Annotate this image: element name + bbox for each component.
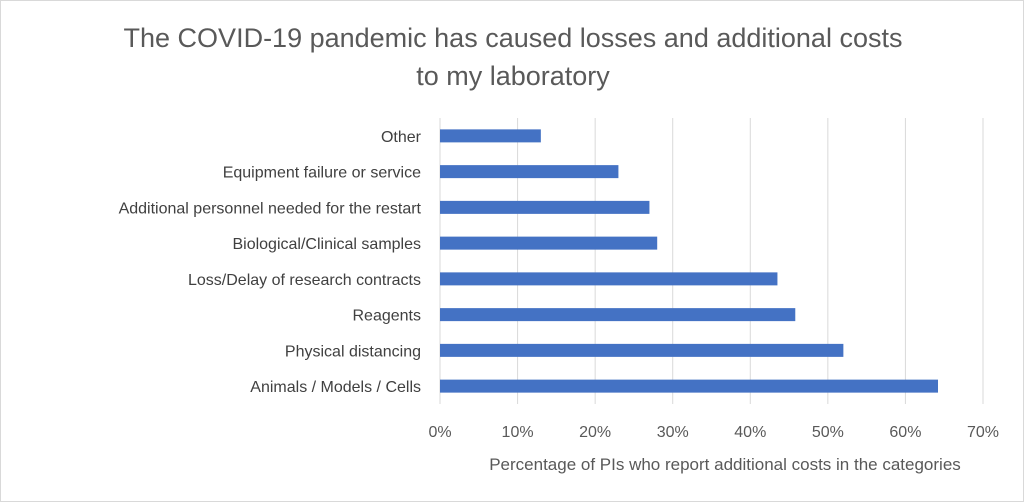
x-tick-label: 50% [812, 424, 844, 441]
category-label: Equipment failure or service [223, 165, 421, 182]
x-tick-label: 40% [734, 424, 766, 441]
category-label: Other [381, 129, 422, 146]
x-tick-label: 20% [579, 424, 611, 441]
category-label: Biological/Clinical samples [232, 236, 421, 253]
gridlines [439, 118, 984, 404]
bar [440, 272, 778, 286]
category-label: Additional personnel needed for the rest… [119, 200, 422, 217]
x-tick-label: 0% [428, 424, 451, 441]
category-label: Animals / Models / Cells [250, 379, 421, 396]
x-tick-label: 10% [502, 424, 534, 441]
bar [440, 129, 541, 143]
category-label: Loss/Delay of research contracts [188, 272, 421, 289]
chart-title-line-2: to my laboratory [416, 61, 610, 91]
x-tick-label: 70% [967, 424, 999, 441]
category-label: Physical distancing [285, 343, 421, 360]
bars [440, 129, 939, 393]
bar [440, 236, 658, 250]
bar [440, 379, 939, 393]
x-tick-label: 30% [657, 424, 689, 441]
x-tick-label: 60% [889, 424, 921, 441]
bar [440, 308, 796, 322]
chart-title: The COVID-19 pandemic has caused losses … [1, 19, 1024, 95]
category-labels: Other Equipment failure or service Additio… [119, 129, 422, 396]
chart-title-line-1: The COVID-19 pandemic has caused losses … [123, 23, 903, 53]
category-label: Reagents [353, 308, 422, 325]
x-tick-labels: 0% 10% 20% 30% 40% 50% 60% 70% [428, 424, 999, 441]
bar [440, 200, 650, 214]
bar [440, 343, 844, 357]
x-axis-title: Percentage of PIs who report additional … [489, 455, 961, 474]
bar [440, 165, 619, 179]
